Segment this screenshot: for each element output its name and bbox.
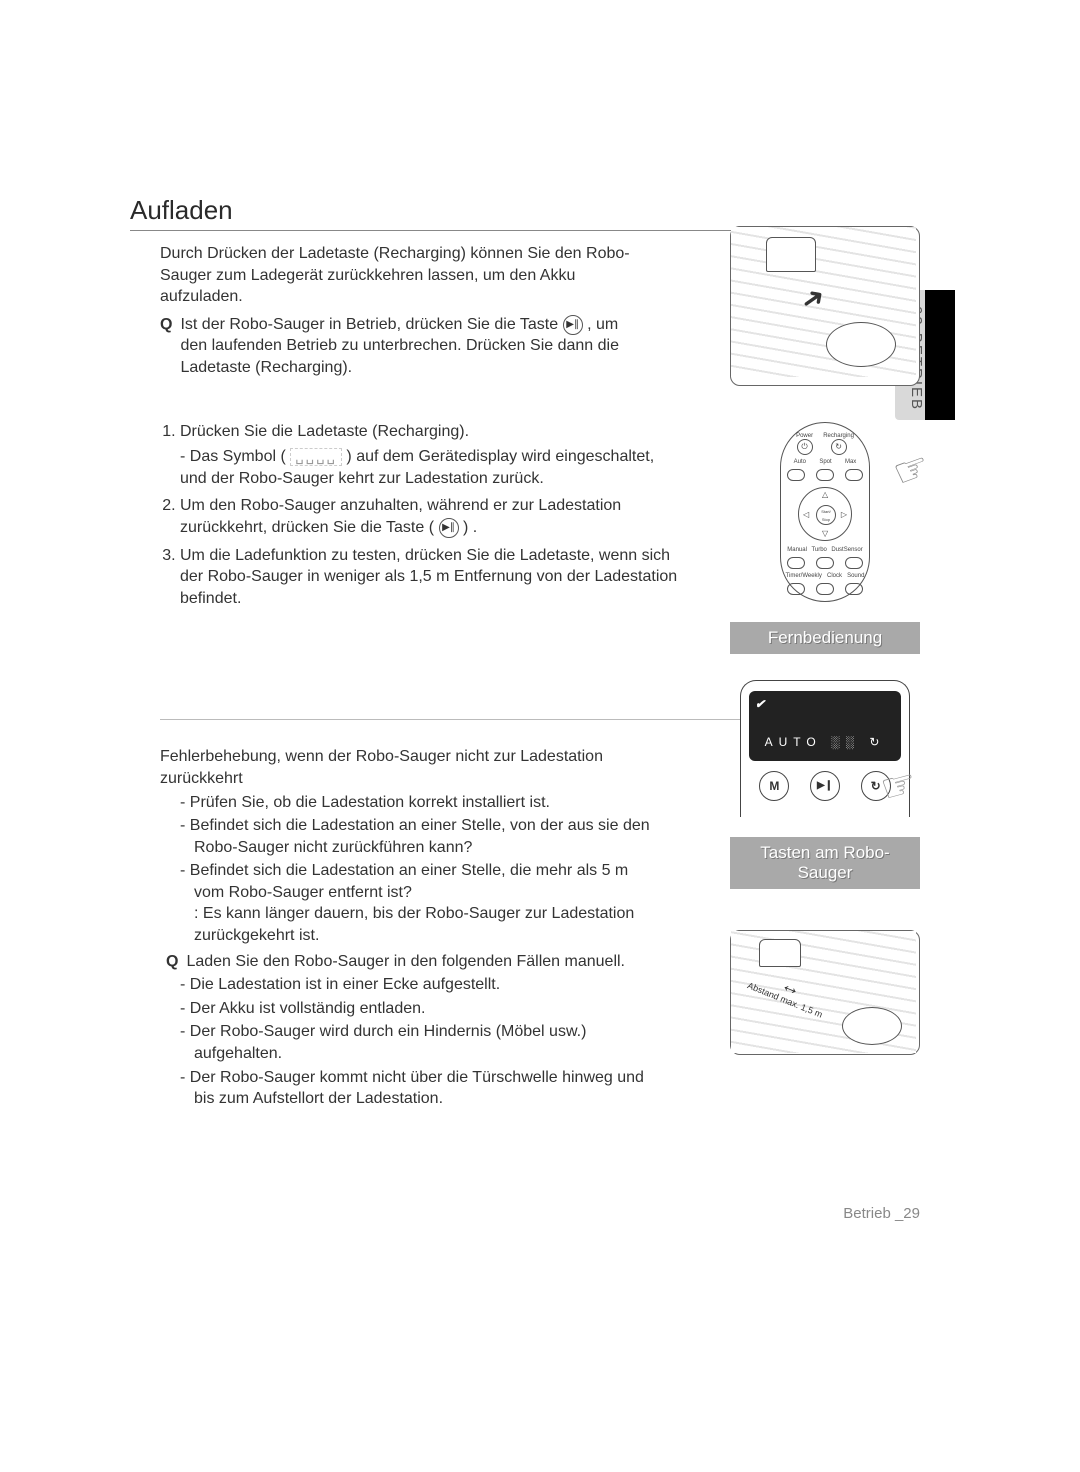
seven-segment-icon: ␣␣␣␣ xyxy=(290,448,342,466)
dock-scene: ➜ xyxy=(731,227,916,377)
step-1: Drücken Sie die Ladetaste (Recharging). … xyxy=(180,421,680,490)
q-label: Q xyxy=(166,951,178,973)
remote-label-auto: Auto xyxy=(794,459,806,465)
robot-screen: ✔ AUTO ░░ ↻ xyxy=(749,691,901,761)
robot-btn-m: M xyxy=(759,771,789,801)
illus-remote-label: Fernbedienung xyxy=(730,622,920,654)
s1a-pre: Das Symbol ( xyxy=(190,448,290,465)
page-footer: Betrieb _29 xyxy=(843,1205,920,1222)
manual-4: Der Robo-Sauger kommt nicht über die Tür… xyxy=(180,1067,650,1110)
robot-icon xyxy=(826,322,896,367)
robot-btn-play: ▶❙ xyxy=(810,771,840,801)
manual-2: Der Akku ist vollständig entladen. xyxy=(180,998,650,1020)
dock-icon xyxy=(766,237,816,272)
power-icon: ⏻ xyxy=(797,439,813,455)
remote-label-sound: Sound xyxy=(847,573,864,579)
dock-scene-dist: ↔ Abstand max. 1,5 m xyxy=(731,931,916,1053)
remote-outline: Power ⏻ Recharging ↻ Auto Spot Max △ ▽ ◁… xyxy=(780,422,870,602)
steps-list: Drücken Sie die Ladetaste (Recharging). … xyxy=(160,421,680,610)
recharging-icon: ↻ xyxy=(831,439,847,455)
step-2: Um den Robo-Sauger anzuhalten, während e… xyxy=(180,495,680,538)
q-note-2: Q Laden Sie den Robo-Sauger in den folge… xyxy=(166,951,650,973)
hand-icon: ☞ xyxy=(876,759,923,813)
chapter-tab-edge xyxy=(925,290,955,420)
remote-label-recharging: Recharging xyxy=(823,433,854,439)
trouble-checks: Prüfen Sie, ob die Ladestation korrekt i… xyxy=(160,792,650,947)
step-1-text: Drücken Sie die Ladetaste (Recharging). xyxy=(180,423,469,440)
q1-pre: Ist der Robo-Sauger in Betrieb, drücken … xyxy=(180,316,558,333)
step-3: Um die Ladefunktion zu testen, drücken S… xyxy=(180,545,680,610)
q2-text: Laden Sie den Robo-Sauger in den folgend… xyxy=(186,951,625,973)
remote-label-clock: Clock xyxy=(827,573,842,579)
robot-logo-icon: ✔ xyxy=(755,697,895,711)
illus-dock-return-top: ➜ xyxy=(730,226,920,386)
dock-icon xyxy=(759,939,801,967)
step-2-pre: Um den Robo-Sauger anzuhalten, während e… xyxy=(180,497,621,536)
play-pause-icon: ▶∥ xyxy=(563,315,583,335)
manual-3: Der Robo-Sauger wird durch ein Hindernis… xyxy=(180,1021,650,1064)
q-text: Ist der Robo-Sauger in Betrieb, drücken … xyxy=(180,314,640,379)
trouble-1: Prüfen Sie, ob die Ladestation korrekt i… xyxy=(180,792,650,814)
play-pause-icon: ▶∥ xyxy=(439,518,459,538)
remote-label-manual: Manual xyxy=(787,547,807,553)
manual-1: Die Ladestation ist in einer Ecke aufges… xyxy=(180,974,650,996)
manual-cases: Die Ladestation ist in einer Ecke aufges… xyxy=(160,974,650,1110)
trouble-heading: Fehlerbehebung, wenn der Robo-Sauger nic… xyxy=(160,746,650,789)
illus-robot-panel: ✔ AUTO ░░ ↻ M ▶❙ ↻ ☞ Tasten am Robo-Saug… xyxy=(730,680,920,889)
hand-icon: ☞ xyxy=(887,442,936,497)
remote-label-dust: DustSensor xyxy=(831,547,862,553)
robot-panel-outline: ✔ AUTO ░░ ↻ M ▶❙ ↻ ☞ xyxy=(740,680,910,817)
robot-screen-icons: AUTO ░░ ↻ xyxy=(755,735,895,749)
remote-label-max: Max xyxy=(845,459,856,465)
trouble-3-text: Beﬁndet sich die Ladestation an einer St… xyxy=(190,862,628,901)
illus-remote: Power ⏻ Recharging ↻ Auto Spot Max △ ▽ ◁… xyxy=(730,422,920,654)
q-note-1: Q Ist der Robo-Sauger in Betrieb, drücke… xyxy=(160,314,640,379)
trouble-3: Beﬁndet sich die Ladestation an einer St… xyxy=(180,860,650,946)
remote-label-power: Power xyxy=(796,433,813,439)
illus-distance: ↔ Abstand max. 1,5 m xyxy=(730,930,920,1055)
trouble-2: Beﬁndet sich die Ladestation an einer St… xyxy=(180,815,650,858)
illus-panel-label: Tasten am Robo-Sauger xyxy=(730,837,920,889)
q-label: Q xyxy=(160,314,172,379)
remote-label-turbo: Turbo xyxy=(811,547,826,553)
step-1-sub: Das Symbol ( ␣␣␣␣ ) auf dem Gerätedispla… xyxy=(180,446,680,489)
remote-dpad: △ ▽ ◁ ▷ Start/ Stop xyxy=(798,487,852,541)
step-2-post: ) . xyxy=(463,519,477,536)
troubleshoot-block: Fehlerbehebung, wenn der Robo-Sauger nic… xyxy=(160,746,650,1110)
robot-icon xyxy=(842,1007,902,1045)
intro-block: Durch Drücken der Ladetaste (Recharging)… xyxy=(160,243,640,379)
step-1-sub-1: Das Symbol ( ␣␣␣␣ ) auf dem Gerätedispla… xyxy=(180,446,680,489)
remote-start-stop: Start/ Stop xyxy=(816,505,836,525)
remote-label-spot: Spot xyxy=(819,459,831,465)
trouble-3-note: : Es kann länger dauern, bis der Robo-Sa… xyxy=(194,905,634,944)
remote-label-timer: Timer/Weekly xyxy=(786,573,822,579)
intro-text: Durch Drücken der Ladetaste (Recharging)… xyxy=(160,243,640,308)
